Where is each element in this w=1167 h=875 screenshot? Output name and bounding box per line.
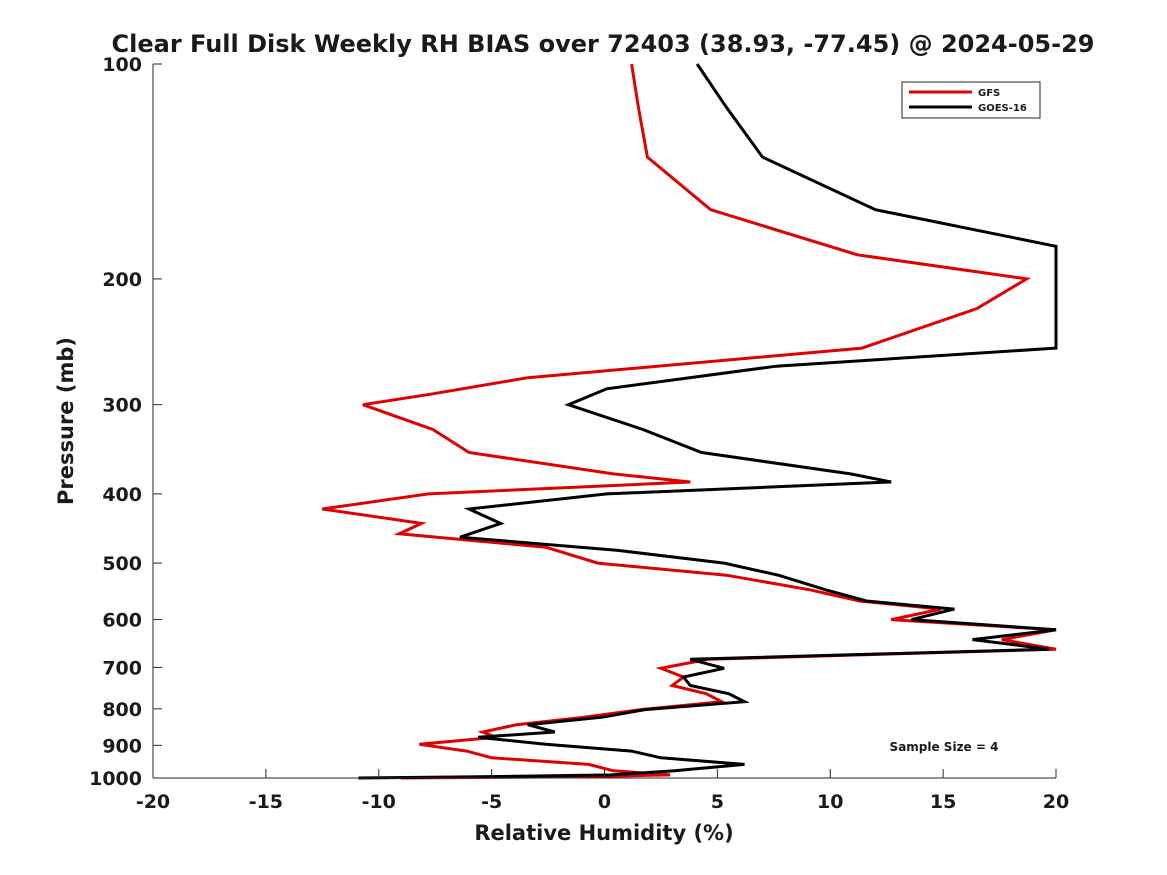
- y-axis-label: Pressure (mb): [54, 337, 78, 505]
- sample-size-annotation: Sample Size = 4: [890, 740, 999, 754]
- y-tick-label: 600: [102, 610, 142, 632]
- legend-label: GFS: [978, 88, 1000, 99]
- series-layer: [322, 63, 1058, 780]
- x-tick-label: -15: [249, 791, 283, 813]
- y-tick-label: 700: [102, 657, 142, 679]
- x-tick-label: -5: [481, 791, 502, 813]
- legend: GFS GOES-16: [901, 81, 1041, 119]
- x-axis-label: Relative Humidity (%): [474, 821, 733, 845]
- series-line-goes-16: [358, 63, 1058, 780]
- x-tick-label: 0: [598, 791, 611, 813]
- x-tick-label: -10: [362, 791, 396, 813]
- y-tick-label: 100: [102, 54, 142, 76]
- y-tick-label: 300: [102, 395, 142, 417]
- axes-layer: -20 -15 -10 -5 0 5 10 15 20 100 200 300 400 500 600 700…: [89, 54, 1069, 813]
- y-tick-label: 500: [102, 553, 142, 575]
- y-tick-label: 800: [102, 699, 142, 721]
- legend-label: GOES-16: [978, 103, 1027, 114]
- x-tick-label: 10: [817, 791, 843, 813]
- plot-area: [153, 64, 1056, 778]
- x-tick-label: 15: [930, 791, 956, 813]
- x-tick-label: 5: [711, 791, 724, 813]
- chart-title: Clear Full Disk Weekly RH BIAS over 7240…: [112, 30, 1095, 58]
- legend-box: [901, 81, 1041, 119]
- x-tick-label: -20: [136, 791, 170, 813]
- y-tick-label: 200: [102, 269, 142, 291]
- plot-background: [153, 64, 1056, 778]
- y-tick-label: 1000: [89, 768, 142, 790]
- y-tick-label: 900: [102, 735, 142, 757]
- y-tick-label: 400: [102, 484, 142, 506]
- x-tick-label: 20: [1043, 791, 1069, 813]
